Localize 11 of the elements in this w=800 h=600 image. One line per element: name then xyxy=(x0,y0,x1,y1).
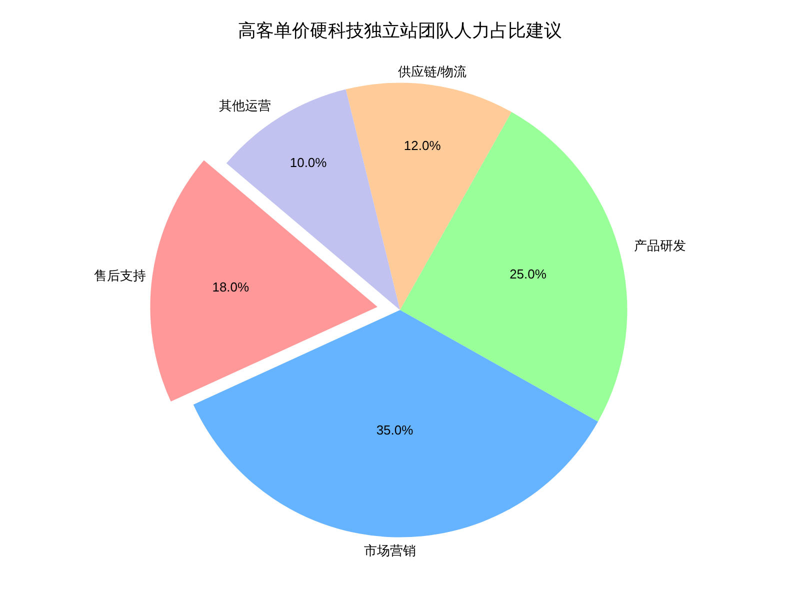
slice-label: 市场营销 xyxy=(364,543,416,558)
slice-label: 售后支持 xyxy=(94,268,146,283)
data-label: 25.0% xyxy=(510,266,547,282)
data-label: 12.0% xyxy=(404,138,442,153)
chart-title: 高客单价硬科技独立站团队人力占比建议 xyxy=(238,20,562,41)
slice-label: 供应链/物流 xyxy=(398,64,467,79)
data-label: 10.0% xyxy=(290,154,328,170)
slice-label: 其他运营 xyxy=(219,98,271,113)
data-label: 35.0% xyxy=(376,422,414,438)
slice-label: 产品研发 xyxy=(634,238,686,253)
data-label: 18.0% xyxy=(212,279,250,294)
